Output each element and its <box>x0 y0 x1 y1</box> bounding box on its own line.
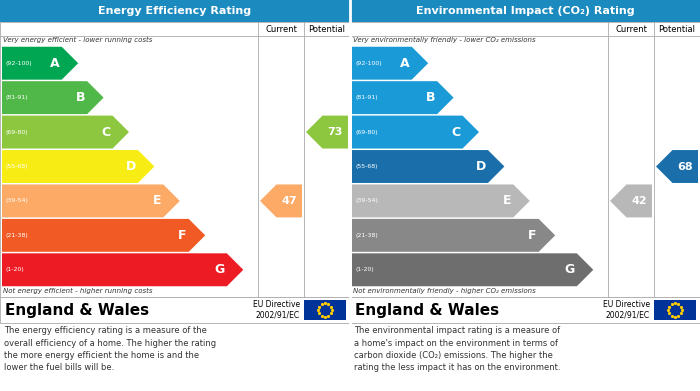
Text: Very energy efficient - lower running costs: Very energy efficient - lower running co… <box>3 37 153 43</box>
Polygon shape <box>2 81 104 114</box>
Text: 68: 68 <box>678 161 693 172</box>
Text: (69-80): (69-80) <box>355 129 377 135</box>
Text: B: B <box>426 91 435 104</box>
Bar <box>0 0 350 22</box>
Text: E: E <box>153 194 161 208</box>
Text: Not environmentally friendly - higher CO₂ emissions: Not environmentally friendly - higher CO… <box>353 288 536 294</box>
Text: (55-68): (55-68) <box>5 164 27 169</box>
Text: Environmental Impact (CO₂) Rating: Environmental Impact (CO₂) Rating <box>416 6 634 16</box>
Text: (81-91): (81-91) <box>5 95 27 100</box>
Text: (1-20): (1-20) <box>5 267 24 272</box>
Text: Potential: Potential <box>309 25 346 34</box>
Text: 47: 47 <box>281 196 297 206</box>
Text: Potential: Potential <box>659 25 696 34</box>
Text: 42: 42 <box>631 196 647 206</box>
Text: A: A <box>50 57 60 70</box>
Text: (39-54): (39-54) <box>5 198 28 203</box>
Text: D: D <box>126 160 136 173</box>
Text: Very environmentally friendly - lower CO₂ emissions: Very environmentally friendly - lower CO… <box>353 37 536 43</box>
Text: E: E <box>503 194 511 208</box>
Text: England & Wales: England & Wales <box>355 303 499 317</box>
Polygon shape <box>352 219 555 252</box>
Text: The energy efficiency rating is a measure of the
overall efficiency of a home. T: The energy efficiency rating is a measur… <box>4 326 216 373</box>
Text: G: G <box>565 263 575 276</box>
Text: F: F <box>178 229 187 242</box>
Text: (1-20): (1-20) <box>355 267 374 272</box>
Polygon shape <box>352 116 479 149</box>
Text: Energy Efficiency Rating: Energy Efficiency Rating <box>99 6 251 16</box>
Polygon shape <box>2 219 205 252</box>
Bar <box>0 22 350 297</box>
Text: Current: Current <box>615 25 647 34</box>
Polygon shape <box>2 116 129 149</box>
Polygon shape <box>656 150 698 183</box>
Polygon shape <box>2 47 78 80</box>
Text: D: D <box>476 160 486 173</box>
Polygon shape <box>352 81 454 114</box>
Text: (39-54): (39-54) <box>355 198 378 203</box>
Text: C: C <box>452 126 461 138</box>
Text: B: B <box>76 91 85 104</box>
Text: A: A <box>400 57 410 70</box>
Text: G: G <box>215 263 225 276</box>
Polygon shape <box>2 253 244 286</box>
Polygon shape <box>260 185 302 217</box>
Text: England & Wales: England & Wales <box>5 303 149 317</box>
Bar <box>350 0 700 22</box>
Text: (92-100): (92-100) <box>5 61 32 66</box>
Text: (21-38): (21-38) <box>5 233 28 238</box>
Text: 73: 73 <box>328 127 343 137</box>
Text: C: C <box>102 126 111 138</box>
Polygon shape <box>352 150 505 183</box>
Text: (69-80): (69-80) <box>5 129 27 135</box>
Text: (55-68): (55-68) <box>355 164 377 169</box>
Text: F: F <box>528 229 537 242</box>
Polygon shape <box>352 253 594 286</box>
Polygon shape <box>352 47 428 80</box>
Text: (21-38): (21-38) <box>355 233 378 238</box>
Polygon shape <box>2 185 180 217</box>
Text: Current: Current <box>265 25 297 34</box>
Polygon shape <box>306 116 348 149</box>
Text: EU Directive
2002/91/EC: EU Directive 2002/91/EC <box>603 300 650 320</box>
Polygon shape <box>610 185 652 217</box>
Bar <box>0 297 350 323</box>
Text: (92-100): (92-100) <box>355 61 382 66</box>
Polygon shape <box>2 150 155 183</box>
Bar <box>654 300 696 320</box>
Text: The environmental impact rating is a measure of
a home's impact on the environme: The environmental impact rating is a mea… <box>354 326 561 373</box>
Bar <box>350 22 700 297</box>
Text: (81-91): (81-91) <box>355 95 377 100</box>
Text: Not energy efficient - higher running costs: Not energy efficient - higher running co… <box>3 288 153 294</box>
Text: EU Directive
2002/91/EC: EU Directive 2002/91/EC <box>253 300 300 320</box>
Polygon shape <box>352 185 530 217</box>
Bar <box>304 300 346 320</box>
Bar <box>350 297 700 323</box>
